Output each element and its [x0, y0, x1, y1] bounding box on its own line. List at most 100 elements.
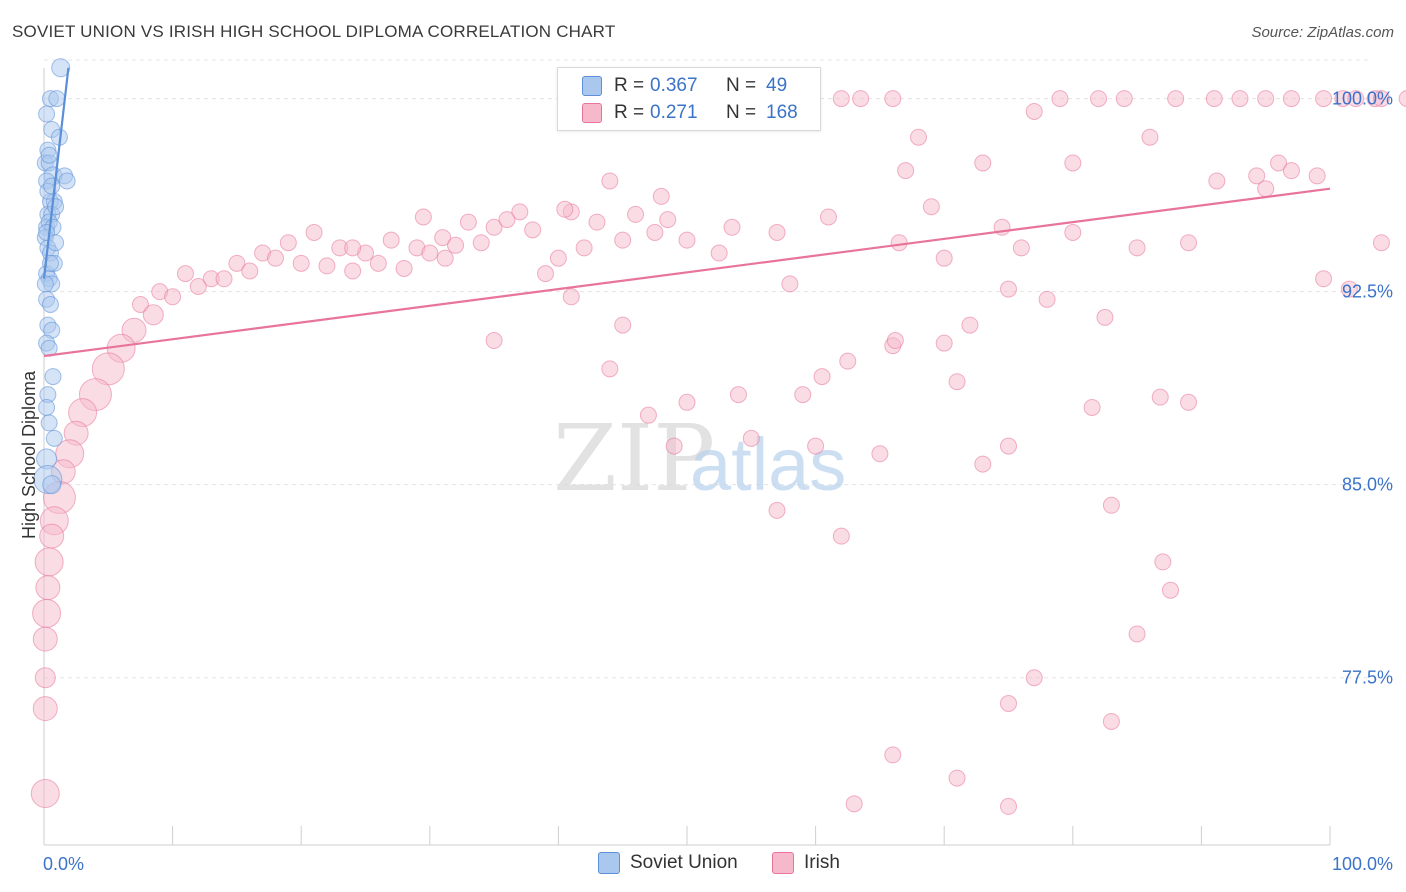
irish-point [395, 259, 413, 277]
irish-point [1205, 90, 1223, 108]
y-tick-label: 85.0% [1342, 475, 1393, 495]
trend-lines [42, 67, 1331, 358]
soviet-union-point [38, 398, 56, 416]
y-axis-label: High School Diploma [19, 370, 39, 539]
irish-point [1051, 90, 1069, 108]
irish-point [279, 234, 297, 252]
irish-point [1012, 239, 1030, 257]
irish-point [845, 795, 863, 813]
irish-point [627, 205, 645, 223]
irish-point [1398, 90, 1406, 108]
irish-point [1128, 239, 1146, 257]
axis-labels: High School Diploma 0.0% 100.0% 77.5% 85.… [19, 89, 1393, 874]
irish-point [382, 231, 400, 249]
irish-point [1347, 90, 1365, 108]
irish-point [710, 244, 728, 262]
irish-point [807, 437, 825, 455]
irish-point [524, 221, 542, 239]
legend-row-irish: R = 0.271 N = 168 [582, 101, 798, 125]
soviet-union-point [40, 146, 58, 164]
irish-point [447, 236, 465, 254]
x-tick-label-max: 100.0% [1332, 854, 1393, 874]
irish-point [485, 218, 503, 236]
irish-point [189, 277, 207, 295]
irish-point [30, 779, 60, 809]
irish-point [1315, 90, 1333, 108]
legend-r-value: 0.271 [650, 102, 698, 123]
legend-n-value: 168 [766, 102, 798, 123]
data-points [30, 58, 1406, 815]
irish-point [729, 386, 747, 404]
irish-point [1090, 90, 1108, 108]
bottom-legend-swatch-soviet [598, 852, 620, 874]
irish-point [961, 316, 979, 334]
irish-point [1257, 90, 1275, 108]
soviet-union-point [38, 105, 56, 123]
watermark-zip: ZIP [553, 405, 715, 512]
soviet-union-point [58, 172, 76, 190]
irish-point [575, 239, 593, 257]
soviet-union-point [43, 177, 61, 195]
soviet-union-point [51, 58, 71, 78]
soviet-union-point [47, 234, 65, 252]
irish-point [305, 223, 323, 241]
irish-point [1151, 388, 1169, 406]
irish-point [369, 254, 387, 272]
irish-point [34, 667, 56, 689]
legend-n-label: N = [726, 75, 757, 96]
soviet-union-point [41, 296, 59, 314]
soviet-union-point [36, 275, 54, 293]
irish-point [832, 90, 850, 108]
irish-point [1064, 223, 1082, 241]
irish-point [34, 547, 64, 577]
irish-point [485, 332, 503, 350]
bottom-legend-swatch-irish [772, 852, 794, 874]
irish-point [1180, 234, 1198, 252]
irish-point [1167, 90, 1185, 108]
irish-point [819, 208, 837, 226]
irish-point [614, 316, 632, 334]
irish-point [839, 352, 857, 370]
irish-point [884, 746, 902, 764]
legend-n-value: 49 [766, 75, 788, 96]
y-tick-label: 100.0% [1332, 89, 1393, 109]
irish-point [228, 254, 246, 272]
irish-point [639, 406, 657, 424]
irish-point [32, 696, 58, 722]
irish-point [614, 231, 632, 249]
soviet-union-point [44, 368, 62, 386]
watermark: ZIP atlas [553, 405, 846, 512]
irish-point [659, 211, 677, 229]
irish-point [32, 598, 62, 628]
y-tick-label: 77.5% [1342, 668, 1393, 688]
irish-point [890, 234, 908, 252]
soviet-union-point [42, 475, 62, 495]
irish-point [1154, 553, 1172, 571]
irish-point [601, 172, 619, 190]
bottom-legend-label-irish: Irish [804, 852, 840, 873]
irish-point [1162, 581, 1180, 599]
irish-point [344, 262, 362, 280]
irish-point [1208, 172, 1226, 190]
irish-point [768, 223, 786, 241]
legend-r-value: 0.367 [650, 75, 698, 96]
irish-point [436, 249, 454, 267]
irish-point [1372, 234, 1390, 252]
irish-point [164, 288, 182, 306]
irish-point [511, 203, 529, 221]
irish-point [414, 208, 432, 226]
irish-point [472, 234, 490, 252]
irish-point [1000, 694, 1017, 712]
legend-swatch-irish [582, 103, 602, 123]
bottom-legend-soviet: Soviet Union [598, 852, 738, 874]
irish-point [344, 239, 362, 257]
irish-point [909, 128, 927, 146]
irish-point [897, 162, 915, 180]
irish-point [832, 527, 850, 545]
soviet-union-point [48, 90, 66, 108]
irish-point [1083, 398, 1101, 416]
irish-point [1102, 712, 1120, 730]
irish-point [665, 437, 683, 455]
irish-point [241, 262, 259, 280]
